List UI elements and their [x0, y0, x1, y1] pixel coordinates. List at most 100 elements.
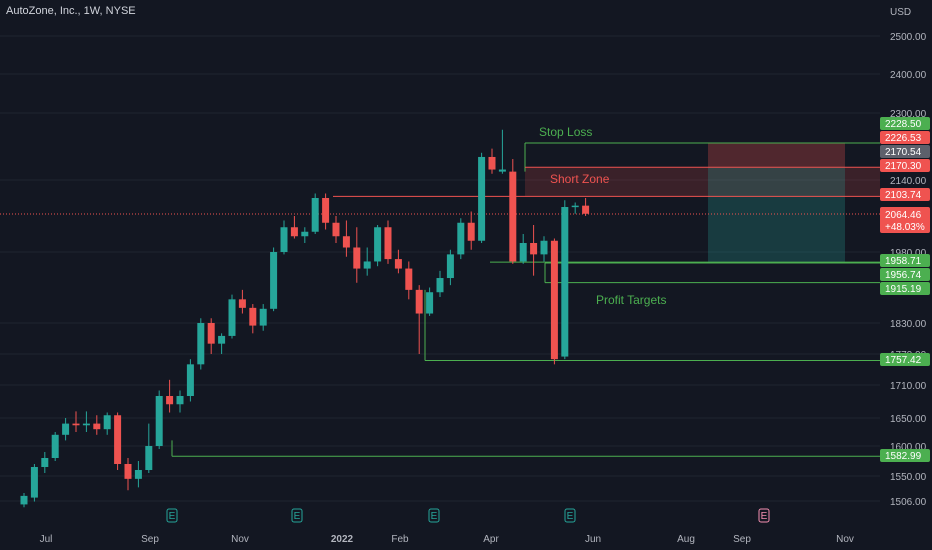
price-label-text: 1757.42 — [885, 355, 922, 366]
candle — [394, 259, 402, 269]
x-tick-label: Jul — [40, 534, 53, 545]
price-label — [880, 282, 930, 295]
y-tick-label: 2500.00 — [890, 32, 927, 43]
candle — [561, 207, 569, 357]
candle — [478, 156, 486, 241]
y-tick-label: 2400.00 — [890, 70, 927, 81]
candle — [509, 171, 517, 262]
candle — [207, 323, 215, 344]
candle — [436, 278, 444, 293]
current-price-change: +48.03% — [885, 222, 925, 233]
price-label-text: 1582.99 — [885, 451, 922, 462]
x-tick-label: Sep — [733, 534, 751, 545]
candle — [405, 268, 413, 290]
candle — [145, 446, 153, 470]
earnings-marker-label: E — [294, 511, 301, 522]
x-tick-label: Nov — [231, 534, 249, 545]
price-label — [880, 254, 930, 267]
risk-box — [708, 142, 845, 168]
candle — [62, 423, 70, 435]
y-tick-label: 1830.00 — [890, 319, 927, 330]
candle — [228, 299, 236, 336]
candle — [582, 205, 590, 214]
y-tick-label: 2140.00 — [890, 176, 927, 187]
candle — [186, 364, 194, 396]
candle — [446, 254, 454, 279]
price-label-text: 2226.53 — [885, 133, 922, 144]
price-label-text: 2170.54 — [885, 147, 922, 158]
stop-loss-annotation: Stop Loss — [539, 125, 592, 139]
price-label-text: 1956.74 — [885, 270, 922, 281]
candle — [30, 467, 38, 498]
candle — [72, 423, 80, 426]
price-label — [880, 268, 930, 281]
candle — [166, 396, 174, 405]
y-tick-label: 1650.00 — [890, 414, 927, 425]
candle — [415, 289, 423, 314]
candle — [20, 495, 28, 505]
y-tick-label: 2300.00 — [890, 109, 927, 120]
earnings-marker — [758, 508, 770, 523]
candle — [374, 227, 382, 262]
price-label-text: 1915.19 — [885, 284, 922, 295]
earnings-marker-label: E — [169, 511, 176, 522]
price-label-text: 1958.71 — [885, 256, 922, 267]
candle — [322, 198, 330, 223]
short-zone-area — [525, 167, 880, 197]
y-tick-label: 1550.00 — [890, 472, 927, 483]
candle — [270, 252, 278, 309]
x-tick-label: Aug — [677, 534, 695, 545]
candle — [114, 415, 122, 464]
candle — [467, 222, 475, 241]
x-tick-label: Jun — [585, 534, 601, 545]
candle — [301, 231, 309, 237]
earnings-marker-label: E — [567, 511, 574, 522]
earnings-marker — [291, 508, 303, 523]
candle — [530, 243, 538, 255]
candle — [342, 236, 350, 248]
candle — [176, 396, 184, 405]
candle — [41, 458, 49, 467]
earnings-marker — [166, 508, 178, 523]
candle — [571, 205, 579, 208]
candle — [498, 169, 506, 172]
current-price-label — [880, 207, 930, 233]
candle — [197, 323, 205, 365]
candle — [134, 470, 142, 479]
candle — [82, 423, 90, 426]
candle — [249, 307, 257, 326]
price-label — [880, 449, 930, 462]
candle — [457, 222, 465, 255]
candle — [290, 227, 298, 237]
candle — [426, 292, 434, 314]
x-tick-label: Apr — [483, 534, 499, 545]
candle — [259, 308, 267, 326]
price-label — [880, 131, 930, 144]
earnings-marker-label: E — [431, 511, 438, 522]
candle — [519, 243, 527, 262]
price-label-text: 2170.30 — [885, 161, 922, 172]
candle — [353, 247, 361, 269]
price-label — [880, 117, 930, 130]
candle — [280, 227, 288, 252]
candle — [311, 198, 319, 232]
price-label-text: 2103.74 — [885, 190, 922, 201]
candle — [218, 335, 226, 344]
x-tick-label: 2022 — [331, 534, 354, 545]
reward-box — [708, 167, 845, 263]
price-label — [880, 145, 930, 158]
price-label — [880, 353, 930, 366]
earnings-marker — [564, 508, 576, 523]
candle — [488, 156, 496, 170]
candle — [103, 415, 111, 430]
current-price-value: 2064.46 — [885, 210, 922, 221]
candle — [332, 222, 340, 237]
price-label — [880, 159, 930, 172]
y-tick-label: 1980.00 — [890, 248, 927, 259]
candle — [540, 240, 548, 255]
earnings-marker-label: E — [761, 511, 768, 522]
short-zone-annotation: Short Zone — [550, 172, 610, 186]
price-label-text: 2228.50 — [885, 119, 922, 130]
candle — [124, 464, 132, 479]
